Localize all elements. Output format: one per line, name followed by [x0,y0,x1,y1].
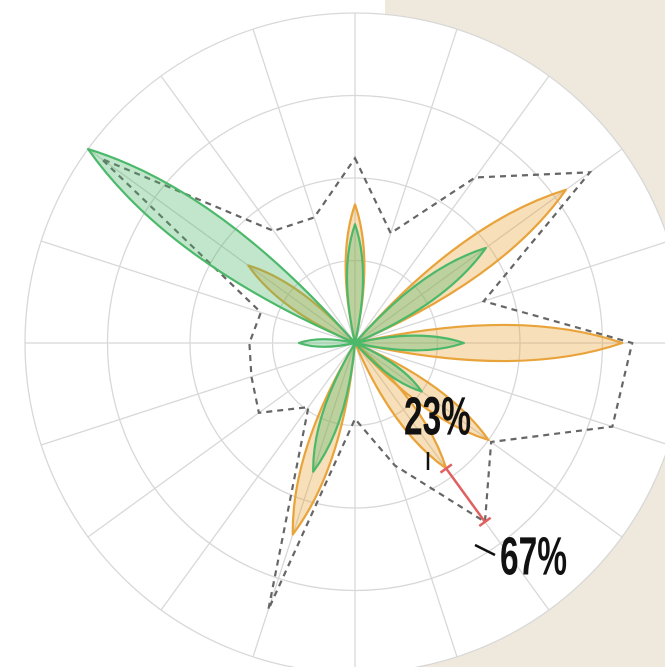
petal [247,264,357,345]
grid-spoke [160,342,356,611]
grid-spoke [160,75,356,344]
gap-cap [439,463,453,474]
grid-spoke [354,28,458,344]
leader [474,543,496,557]
petal [353,188,568,345]
grid-spoke [354,75,550,344]
petal [291,341,357,536]
petal [353,334,465,352]
grid-spoke [40,240,356,344]
petal [345,223,365,345]
grid-spoke [354,241,665,344]
petal [86,147,357,345]
gap-cap [478,516,492,527]
annotation: 23% [404,385,471,446]
grid-spoke [354,148,623,344]
grid-spoke [354,342,458,658]
grid-spoke [252,28,356,344]
petal [297,338,357,348]
petal [353,341,423,393]
grid-spoke [87,148,356,344]
petal [312,341,357,473]
annotation: 67% [500,525,567,586]
grid-spoke [87,342,356,538]
gap-line [445,467,486,523]
grid-spoke [40,342,356,446]
dashed-outline [100,156,634,611]
petal [353,246,487,345]
petal [353,323,624,363]
grid-spoke [354,342,665,445]
